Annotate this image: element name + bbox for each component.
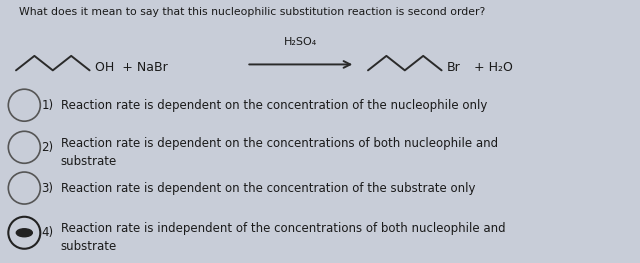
Text: Reaction rate is dependent on the concentration of the substrate only: Reaction rate is dependent on the concen…: [61, 181, 476, 195]
Text: Br: Br: [447, 60, 460, 74]
Text: 2): 2): [42, 141, 54, 154]
Text: 1): 1): [42, 99, 54, 112]
Text: + H₂O: + H₂O: [474, 60, 513, 74]
Text: Reaction rate is dependent on the concentrations of both nucleophile and
substra: Reaction rate is dependent on the concen…: [61, 137, 498, 168]
Text: H₂SO₄: H₂SO₄: [284, 37, 317, 47]
Text: 4): 4): [42, 226, 54, 239]
Ellipse shape: [17, 229, 32, 237]
Text: What does it mean to say that this nucleophilic substitution reaction is second : What does it mean to say that this nucle…: [19, 7, 486, 17]
Text: Reaction rate is dependent on the concentration of the nucleophile only: Reaction rate is dependent on the concen…: [61, 99, 487, 112]
Text: Reaction rate is independent of the concentrations of both nucleophile and
subst: Reaction rate is independent of the conc…: [61, 222, 506, 253]
Text: OH  + NaBr: OH + NaBr: [95, 60, 168, 74]
Text: 3): 3): [42, 181, 54, 195]
